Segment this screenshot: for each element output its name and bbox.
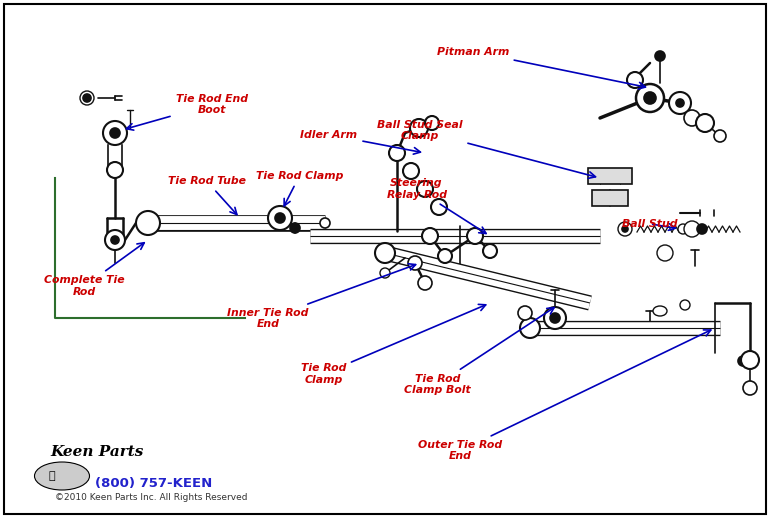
Circle shape bbox=[743, 381, 757, 395]
Circle shape bbox=[657, 245, 673, 261]
Text: Ball Stud Seal
Clamp: Ball Stud Seal Clamp bbox=[377, 120, 595, 178]
Circle shape bbox=[518, 306, 532, 320]
Circle shape bbox=[410, 119, 428, 137]
Circle shape bbox=[425, 116, 439, 130]
Circle shape bbox=[544, 307, 566, 329]
Circle shape bbox=[644, 92, 656, 104]
Text: Idler Arm: Idler Arm bbox=[300, 130, 420, 154]
Circle shape bbox=[696, 114, 714, 132]
Circle shape bbox=[418, 276, 432, 290]
Circle shape bbox=[375, 243, 395, 263]
Circle shape bbox=[80, 91, 94, 105]
Circle shape bbox=[618, 222, 632, 236]
Ellipse shape bbox=[653, 306, 667, 316]
Circle shape bbox=[622, 226, 628, 232]
Text: 🚗: 🚗 bbox=[49, 471, 55, 481]
Circle shape bbox=[655, 51, 665, 61]
Circle shape bbox=[105, 230, 125, 250]
Text: Inner Tie Rod
End: Inner Tie Rod End bbox=[227, 264, 416, 329]
Circle shape bbox=[142, 217, 154, 229]
Bar bbox=[592, 190, 628, 206]
Text: Keen Parts: Keen Parts bbox=[50, 445, 143, 459]
Circle shape bbox=[417, 181, 433, 197]
Circle shape bbox=[408, 256, 422, 270]
Text: Ball Stud: Ball Stud bbox=[622, 219, 678, 231]
Text: Tie Rod End
Boot: Tie Rod End Boot bbox=[126, 94, 248, 130]
Text: (800) 757-KEEN: (800) 757-KEEN bbox=[95, 477, 213, 490]
Circle shape bbox=[110, 128, 120, 138]
Circle shape bbox=[431, 199, 447, 215]
Circle shape bbox=[136, 211, 160, 235]
Circle shape bbox=[714, 130, 726, 142]
Text: Pitman Arm: Pitman Arm bbox=[437, 47, 645, 89]
Circle shape bbox=[684, 221, 700, 237]
Text: ©2010 Keen Parts Inc. All Rights Reserved: ©2010 Keen Parts Inc. All Rights Reserve… bbox=[55, 494, 247, 502]
Circle shape bbox=[275, 213, 285, 223]
Circle shape bbox=[107, 162, 123, 178]
Bar bbox=[588, 168, 632, 184]
Circle shape bbox=[467, 228, 483, 244]
Circle shape bbox=[697, 224, 707, 234]
Circle shape bbox=[290, 223, 300, 233]
Text: Steering
Relay Rod: Steering Relay Rod bbox=[387, 178, 486, 234]
Text: Tie Rod Clamp: Tie Rod Clamp bbox=[256, 171, 343, 206]
Circle shape bbox=[520, 318, 540, 338]
Circle shape bbox=[389, 145, 405, 161]
Text: Tie Rod Tube: Tie Rod Tube bbox=[168, 176, 246, 214]
Circle shape bbox=[678, 224, 688, 234]
Text: Tie Rod
Clamp: Tie Rod Clamp bbox=[301, 305, 486, 385]
Circle shape bbox=[680, 300, 690, 310]
Circle shape bbox=[741, 351, 759, 369]
Circle shape bbox=[380, 268, 390, 278]
Circle shape bbox=[111, 236, 119, 244]
Circle shape bbox=[103, 121, 127, 145]
Circle shape bbox=[669, 92, 691, 114]
Circle shape bbox=[422, 228, 438, 244]
Circle shape bbox=[268, 206, 292, 230]
Circle shape bbox=[483, 244, 497, 258]
Circle shape bbox=[438, 249, 452, 263]
Circle shape bbox=[320, 218, 330, 228]
Circle shape bbox=[83, 94, 91, 102]
Circle shape bbox=[636, 84, 664, 112]
Text: Complete Tie
Rod: Complete Tie Rod bbox=[45, 243, 144, 297]
Circle shape bbox=[684, 110, 700, 126]
Circle shape bbox=[403, 163, 419, 179]
Circle shape bbox=[627, 72, 643, 88]
Ellipse shape bbox=[35, 462, 89, 490]
Circle shape bbox=[550, 313, 560, 323]
Circle shape bbox=[738, 356, 748, 366]
Circle shape bbox=[676, 99, 684, 107]
Text: Outer Tie Rod
End: Outer Tie Rod End bbox=[418, 330, 711, 462]
Text: Tie Rod
Clamp Bolt: Tie Rod Clamp Bolt bbox=[404, 308, 554, 395]
